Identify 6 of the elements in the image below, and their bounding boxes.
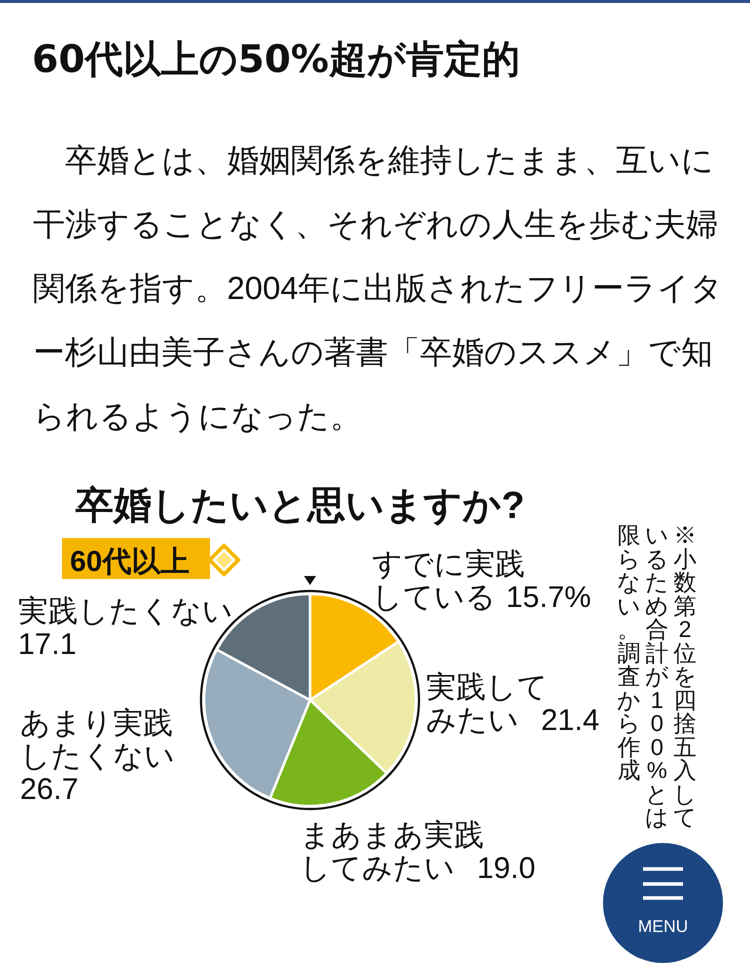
- subtitle: 60代以上: [70, 546, 190, 578]
- menu-label: MENU: [638, 917, 688, 936]
- page-heading: 60代以上の50%超が肯定的: [32, 39, 521, 79]
- article-text: 卒婚とは、婚姻関係を維持したまま、互いに干渉することなく、それぞれの人生を歩む夫婦関係を指す。2004年に出版されたフリーライター杉山由美子さんの著書「卒婚のススメ」で知られるようになった。: [33, 141, 724, 436]
- title: 卒婚したいと思いますか?: [75, 485, 525, 527]
- note: ※小数第2位を四捨五入しているため合計が100%とは限らない。調査から作成: [617, 524, 697, 830]
